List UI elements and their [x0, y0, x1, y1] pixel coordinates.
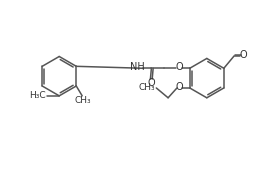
Text: CH₃: CH₃ [75, 96, 92, 105]
Text: O: O [175, 62, 183, 72]
Text: H₃C: H₃C [29, 91, 46, 100]
Text: O: O [175, 82, 183, 92]
Text: NH: NH [130, 62, 145, 72]
Text: CH₃: CH₃ [138, 83, 155, 93]
Text: O: O [148, 78, 155, 88]
Text: O: O [240, 50, 247, 61]
